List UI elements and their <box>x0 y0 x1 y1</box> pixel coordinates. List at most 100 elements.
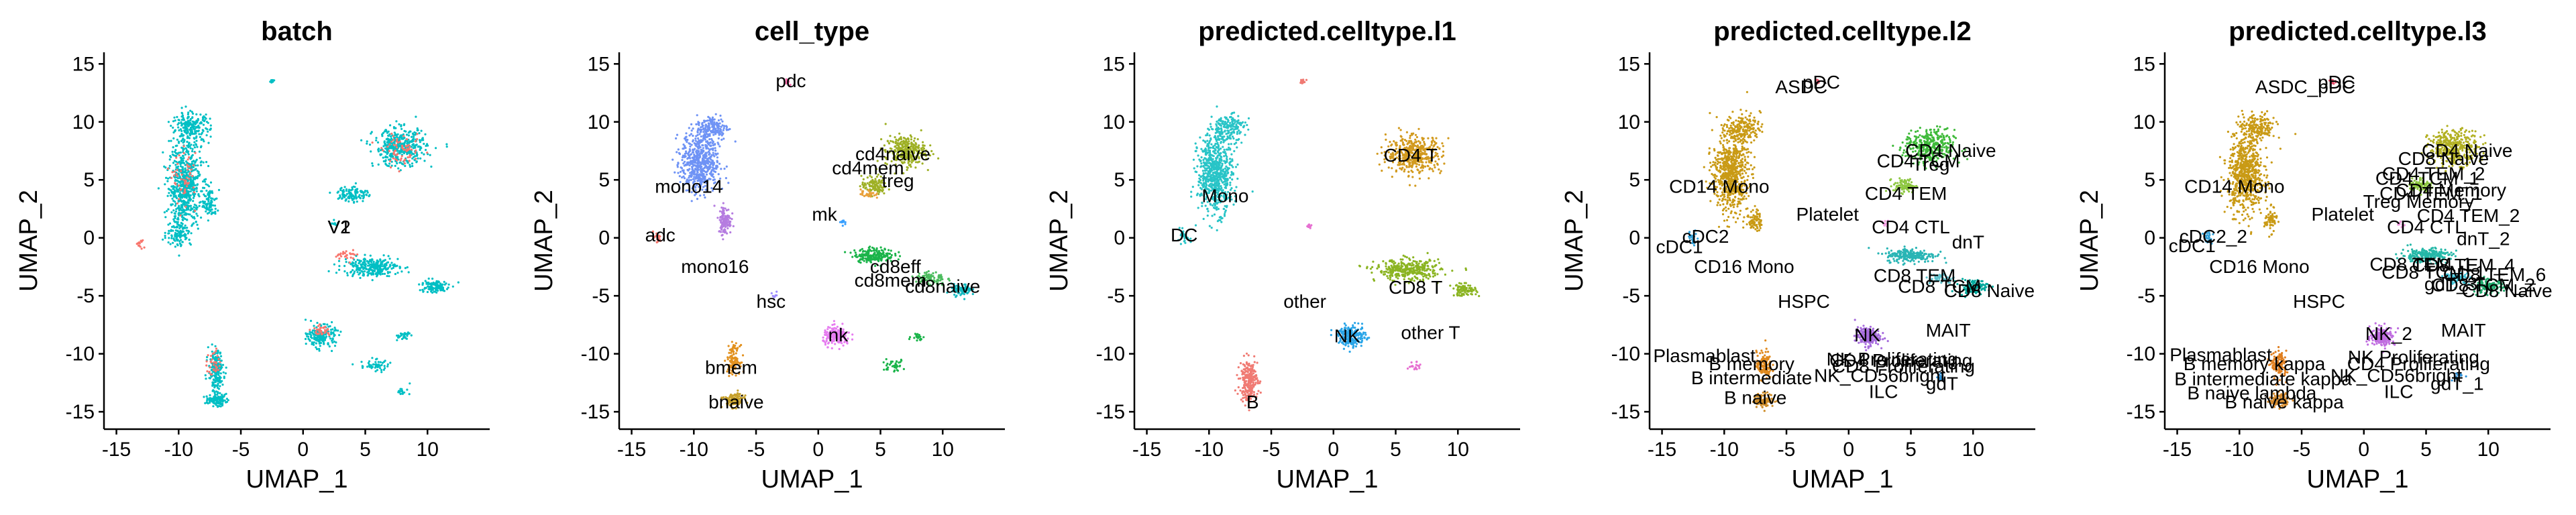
data-point <box>193 184 195 186</box>
data-point <box>183 209 186 212</box>
data-point <box>177 172 180 175</box>
data-point <box>705 173 708 176</box>
data-point <box>364 264 366 266</box>
data-point <box>184 169 186 172</box>
data-point <box>207 346 209 349</box>
data-point <box>194 161 197 164</box>
data-point <box>886 139 889 142</box>
data-point <box>323 323 326 325</box>
data-point <box>417 157 419 160</box>
data-point <box>207 121 209 124</box>
data-point <box>198 133 201 135</box>
data-point <box>207 141 210 144</box>
data-point <box>332 333 335 335</box>
data-point <box>844 251 847 253</box>
data-point <box>851 255 854 258</box>
data-point <box>898 361 900 364</box>
data-point <box>364 253 366 256</box>
data-point <box>186 185 189 188</box>
data-point <box>902 367 905 371</box>
data-point <box>387 255 390 258</box>
data-point <box>443 280 445 283</box>
data-point <box>685 150 688 153</box>
data-point <box>195 158 198 161</box>
data-point <box>140 247 143 250</box>
data-point <box>174 164 177 166</box>
data-point <box>861 183 864 186</box>
data-point <box>877 186 880 189</box>
data-point <box>328 345 331 348</box>
data-point <box>143 246 146 249</box>
data-point <box>396 336 400 339</box>
data-point <box>338 268 341 271</box>
data-point <box>419 147 422 150</box>
data-point <box>174 180 176 182</box>
data-point <box>405 337 409 340</box>
data-point <box>700 126 702 129</box>
data-point <box>398 139 401 141</box>
data-point <box>400 337 404 341</box>
data-point <box>382 361 386 363</box>
data-point <box>221 363 225 366</box>
data-point <box>731 212 734 215</box>
data-point <box>185 150 188 153</box>
data-point <box>414 140 417 143</box>
data-point <box>319 341 323 345</box>
data-point <box>713 205 716 207</box>
data-point <box>176 221 179 223</box>
data-point <box>736 348 739 351</box>
data-point <box>350 256 352 259</box>
data-point <box>862 249 865 252</box>
data-point <box>215 369 217 372</box>
data-point <box>176 115 178 119</box>
data-point <box>704 156 706 158</box>
data-point <box>388 271 391 274</box>
data-point <box>415 160 418 163</box>
data-point <box>885 367 888 370</box>
data-point <box>723 125 726 127</box>
data-point <box>181 241 184 243</box>
data-point <box>370 258 374 261</box>
data-point <box>219 372 222 375</box>
data-point <box>909 134 912 137</box>
data-point <box>919 335 922 338</box>
data-point <box>209 373 212 376</box>
data-point <box>330 331 333 334</box>
data-point <box>702 168 704 170</box>
data-point <box>727 345 730 347</box>
data-point <box>419 139 421 141</box>
data-point <box>406 149 409 152</box>
data-point <box>189 109 192 112</box>
data-point <box>345 254 348 257</box>
data-point <box>692 134 694 137</box>
data-point <box>213 386 216 388</box>
data-point <box>182 137 184 140</box>
data-point <box>724 177 727 180</box>
data-point <box>188 190 191 193</box>
data-point <box>175 155 178 158</box>
data-point <box>416 133 419 135</box>
data-point <box>205 189 208 192</box>
data-point <box>190 168 193 171</box>
data-point <box>321 337 324 340</box>
data-point <box>407 271 410 274</box>
data-point <box>696 168 699 170</box>
data-point <box>169 243 172 245</box>
data-point <box>203 205 205 208</box>
data-point <box>727 182 730 184</box>
data-point <box>182 152 185 154</box>
data-point <box>679 170 682 173</box>
data-point <box>824 331 826 334</box>
data-point <box>708 133 710 136</box>
data-point <box>214 397 217 400</box>
data-point <box>192 127 195 130</box>
data-point <box>703 119 706 122</box>
data-point <box>354 192 357 194</box>
data-point <box>370 364 372 367</box>
data-point <box>199 135 201 138</box>
data-point <box>433 282 436 285</box>
data-point <box>167 188 170 190</box>
data-point <box>368 364 370 367</box>
data-point <box>189 145 191 148</box>
data-point <box>377 148 380 151</box>
